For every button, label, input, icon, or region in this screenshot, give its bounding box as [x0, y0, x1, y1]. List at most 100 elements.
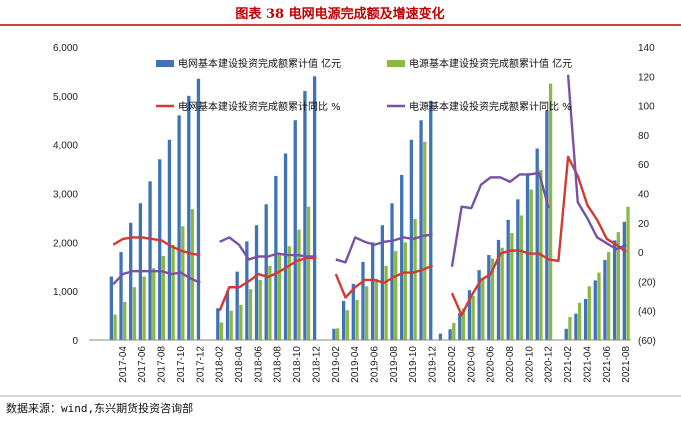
y-left-tick-label: 6,000: [53, 43, 78, 54]
grid-investment-bar: [283, 153, 288, 340]
power-investment-bar: [626, 206, 630, 340]
grid-investment-bar: [264, 204, 268, 340]
power-investment-bar: [161, 256, 166, 340]
grid-investment-bar: [448, 329, 452, 340]
grid-investment-bar: [496, 239, 501, 340]
bars: [109, 76, 630, 341]
grid-investment-bar: [216, 308, 220, 340]
y-right-tick-label: 20: [638, 219, 650, 230]
grid-investment-bar: [535, 148, 539, 340]
grid-investment-bar: [351, 283, 355, 340]
x-tick-label: 2019-10: [408, 346, 419, 383]
power-investment-bar: [355, 299, 359, 340]
y-right-tick-label: (60): [638, 336, 656, 347]
x-tick-label: 2018-10: [292, 346, 303, 383]
power-investment-bar: [403, 242, 408, 340]
grid-investment-bar: [225, 291, 230, 340]
power-investment-bar: [142, 276, 146, 340]
legend-label: 电源基本建设投资完成额累计值 亿元: [409, 57, 572, 70]
power-investment-bar: [490, 258, 495, 340]
y-right-tick-label: 0: [638, 248, 644, 259]
x-tick-label: 2019-06: [370, 346, 381, 383]
power-investment-bar: [277, 254, 282, 340]
grid-investment-bar: [312, 76, 317, 341]
grid-investment-bar: [119, 252, 123, 340]
grid-investment-bar: [167, 139, 172, 340]
grid-investment-bar: [516, 199, 520, 340]
grid-investment-bar: [177, 115, 181, 341]
grid-investment-bar: [593, 280, 597, 340]
power-investment-bar: [219, 322, 224, 340]
grid-investment-bar: [274, 175, 278, 340]
y-left-tick-label: 5,000: [53, 92, 78, 103]
power-investment-bar: [452, 322, 456, 340]
grid-investment-bar: [196, 78, 201, 341]
power-investment-bar: [519, 215, 524, 340]
grid-investment-bar: [438, 333, 443, 340]
legend-label: 电网基本建设投资完成额累计值 亿元: [178, 57, 341, 70]
y-right-tick-label: (40): [638, 307, 656, 318]
x-tick-label: 2020-12: [544, 346, 555, 383]
power-investment-bar: [258, 279, 262, 340]
x-tick-label: 2018-12: [311, 346, 322, 383]
x-tick-label: 2019-08: [389, 346, 400, 383]
grid-investment-bar: [583, 298, 588, 340]
grid-investment-bar: [545, 110, 549, 340]
source-note: 数据来源：wind,东兴期货投资咨询部: [6, 401, 193, 415]
legend-swatch: [387, 60, 405, 67]
power-investment-bar: [374, 278, 379, 340]
grid-investment-bar: [390, 203, 394, 340]
x-tick-label: 2020-04: [466, 346, 477, 383]
power-investment-bar: [500, 247, 504, 340]
legend: 电网基本建设投资完成额累计值 亿元 电源基本建设投资完成额累计值 亿元电网基本建设…: [156, 57, 572, 113]
x-axis-ticks: 2017-04 2017-06 2017-08 2017-10 2017-12 2018-…: [118, 346, 632, 383]
power-investment-bar: [152, 268, 156, 340]
x-tick-label: 2019-12: [428, 346, 439, 383]
power-investment-bar: [181, 226, 185, 340]
grid-investment-bar: [564, 328, 568, 340]
power-investment-bar: [548, 83, 553, 341]
y-left-tick-label: 1,000: [53, 287, 78, 298]
x-tick-label: 2020-08: [505, 346, 516, 383]
power-investment-bar: [190, 209, 195, 340]
x-tick-label: 2018-02: [215, 346, 226, 383]
grid-investment-bar: [467, 290, 472, 340]
power-investment-bar: [287, 246, 291, 340]
power-investment-bar: [413, 218, 417, 340]
y-axis-right: (60) (40) (20) 0 20 40 60 80 100 120 140: [638, 43, 656, 347]
power-investment-bar: [616, 232, 620, 340]
grid-investment-bar: [341, 300, 346, 340]
grid-investment-bar: [612, 240, 617, 340]
grid-investment-bar: [622, 221, 626, 340]
power-investment-bar: [345, 310, 349, 340]
x-tick-label: 2017-10: [176, 346, 187, 383]
x-tick-label: 2020-02: [447, 346, 458, 383]
x-tick-label: 2020-10: [524, 346, 535, 383]
power-investment-bar: [306, 206, 311, 340]
power-investment-bar: [132, 287, 137, 340]
y-left-tick-label: 2,000: [53, 238, 78, 249]
power-investment-bar: [461, 308, 466, 340]
y-right-tick-label: 120: [638, 72, 655, 83]
power-investment-bar: [597, 272, 601, 340]
x-tick-label: 2017-08: [157, 346, 168, 383]
x-tick-label: 2019-04: [350, 346, 361, 383]
x-tick-label: 2020-06: [486, 346, 497, 383]
x-tick-label: 2017-04: [118, 346, 129, 383]
grid-investment-bar: [574, 313, 578, 340]
grid-investment-bar: [245, 241, 249, 340]
grid-investment-bar: [477, 270, 481, 340]
y-right-tick-label: 40: [638, 190, 650, 201]
power-investment-bar: [587, 286, 591, 340]
power-investment-bar: [568, 317, 572, 340]
y-right-tick-label: (20): [638, 277, 656, 288]
power-investment-bar: [384, 265, 388, 340]
y-left-tick-label: 3,000: [53, 190, 78, 201]
grid-investment-bar: [187, 95, 191, 340]
x-tick-label: 2019-02: [331, 346, 342, 383]
power-investment-bar: [123, 301, 127, 340]
x-tick-label: 2017-06: [137, 346, 148, 383]
power-investment-bar: [529, 189, 533, 340]
power-investment-bar: [248, 289, 253, 340]
power-investment-bar: [471, 296, 475, 340]
